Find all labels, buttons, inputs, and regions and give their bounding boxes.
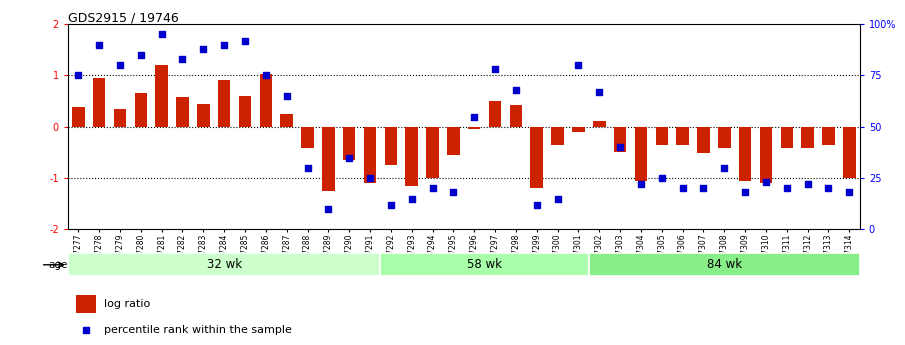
Point xyxy=(758,179,773,185)
Bar xyxy=(301,127,314,148)
Point xyxy=(467,114,481,119)
Point xyxy=(79,328,93,333)
Bar xyxy=(426,127,439,178)
Bar xyxy=(572,127,585,132)
Bar xyxy=(697,127,710,154)
Point xyxy=(342,155,357,160)
Point xyxy=(842,190,856,195)
Point xyxy=(592,89,606,95)
Bar xyxy=(68,253,380,276)
Text: log ratio: log ratio xyxy=(103,299,149,309)
Bar xyxy=(655,127,668,145)
Bar xyxy=(489,101,501,127)
Text: percentile rank within the sample: percentile rank within the sample xyxy=(103,325,291,335)
Bar xyxy=(72,107,84,127)
Text: GDS2915 / 19746: GDS2915 / 19746 xyxy=(68,11,178,24)
Bar xyxy=(738,127,751,181)
Point xyxy=(196,46,211,51)
Point xyxy=(300,165,315,171)
Point xyxy=(446,190,461,195)
Point xyxy=(405,196,419,201)
Bar xyxy=(176,97,189,127)
Point xyxy=(634,181,648,187)
Text: 58 wk: 58 wk xyxy=(467,258,502,271)
Bar xyxy=(322,127,335,191)
Bar xyxy=(718,127,730,148)
Bar xyxy=(385,127,397,165)
Point xyxy=(654,175,669,181)
Bar xyxy=(634,127,647,181)
Bar xyxy=(589,253,860,276)
Bar xyxy=(364,127,376,183)
Point xyxy=(529,202,544,208)
Point xyxy=(779,186,794,191)
Bar xyxy=(614,127,626,152)
Bar xyxy=(281,114,293,127)
Bar xyxy=(823,127,834,145)
Point xyxy=(425,186,440,191)
Bar xyxy=(843,127,855,178)
Point xyxy=(280,93,294,99)
Bar xyxy=(76,295,96,313)
Bar xyxy=(218,80,231,127)
Bar xyxy=(510,105,522,127)
Bar xyxy=(447,127,460,155)
Point xyxy=(321,206,336,212)
Point xyxy=(613,145,627,150)
Point xyxy=(217,42,232,48)
Bar xyxy=(260,75,272,127)
Bar xyxy=(551,127,564,145)
Bar xyxy=(93,78,105,127)
Bar xyxy=(343,127,356,160)
Text: age: age xyxy=(49,260,68,270)
Bar xyxy=(239,96,252,127)
Point xyxy=(113,62,128,68)
Bar xyxy=(156,65,168,127)
Bar xyxy=(802,127,814,148)
Point xyxy=(571,62,586,68)
Point xyxy=(488,67,502,72)
Bar xyxy=(530,127,543,188)
Point xyxy=(738,190,752,195)
Bar xyxy=(780,127,793,148)
Point xyxy=(155,32,169,37)
Point xyxy=(509,87,523,92)
Point xyxy=(550,196,565,201)
Point xyxy=(134,52,148,58)
Text: 84 wk: 84 wk xyxy=(707,258,742,271)
Point xyxy=(71,73,86,78)
Text: 32 wk: 32 wk xyxy=(206,258,242,271)
Bar xyxy=(676,127,689,145)
Point xyxy=(384,202,398,208)
Bar xyxy=(380,253,589,276)
Bar xyxy=(135,93,147,127)
Bar xyxy=(468,127,481,129)
Point xyxy=(821,186,835,191)
Bar xyxy=(593,121,605,127)
Point xyxy=(259,73,273,78)
Point xyxy=(696,186,710,191)
Point xyxy=(675,186,690,191)
Point xyxy=(176,56,190,62)
Point xyxy=(92,42,107,48)
Bar xyxy=(759,127,772,183)
Bar xyxy=(405,127,418,186)
Bar xyxy=(197,104,210,127)
Bar xyxy=(114,109,126,127)
Point xyxy=(800,181,814,187)
Point xyxy=(238,38,252,43)
Point xyxy=(363,175,377,181)
Point xyxy=(717,165,731,171)
